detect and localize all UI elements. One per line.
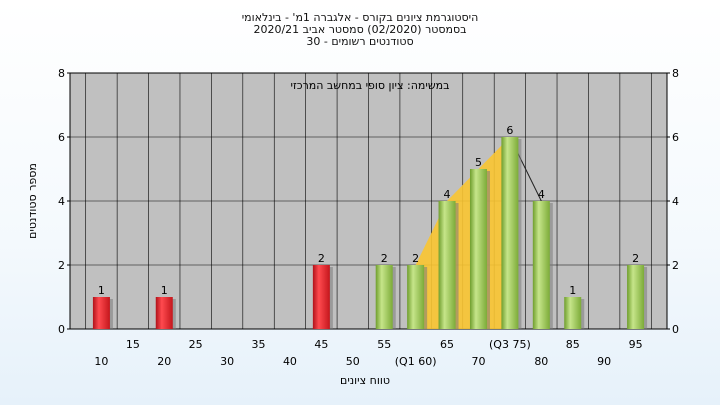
x-tick-label: 50 [346,355,360,368]
bar-85 [564,297,582,329]
x-tick-label: 40 [283,355,297,368]
y-tick-left: 6 [58,131,65,144]
x-tick-label: 10 [94,355,108,368]
x-tick-label: 15 [126,338,140,351]
bar-45 [312,265,330,329]
data-label-70: 5 [475,156,482,169]
data-label-80: 4 [538,188,545,201]
data-label-55: 2 [381,252,388,265]
data-label-65: 4 [444,188,451,201]
y-tick-left: 8 [58,67,65,80]
x-tick-label: 80 [534,355,548,368]
bar-20 [155,297,173,329]
data-label-85: 1 [569,284,576,297]
x-tick-label: (Q3 75) [489,338,531,351]
y-tick-right: 6 [672,131,679,144]
data-label-45: 2 [318,252,325,265]
bar-(Q1 60) [407,265,425,329]
bar-95 [627,265,645,329]
x-tick-label: 30 [220,355,234,368]
x-tick-label: 85 [566,338,580,351]
y-tick-right: 8 [672,67,679,80]
x-axis-title: טווח ציונים [340,374,390,387]
y-tick-left: 2 [58,259,65,272]
chart-annotation: במשימה: ציון סופי במחשב המרכזי [290,79,449,92]
x-tick-label: (Q1 60) [395,355,437,368]
bar-(Q3 75) [501,137,519,329]
chart-subtitle-semester: בסמסטר (02/2020) סמסטר אביב 2020/21 [253,23,467,36]
data-label-10: 1 [98,284,105,297]
bar-10 [92,297,110,329]
y-tick-left: 0 [58,323,65,336]
y-tick-right: 4 [672,195,679,208]
x-tick-label: 35 [252,338,266,351]
x-tick-label: 55 [377,338,391,351]
bar-80 [532,201,550,329]
x-tick-label: 45 [314,338,328,351]
chart-subtitle-students: סטודנטים רשומים - 30 [306,35,414,48]
data-label-20: 1 [161,284,168,297]
x-tick-label: 90 [597,355,611,368]
y-tick-right: 2 [672,259,679,272]
x-tick-label: 65 [440,338,454,351]
x-tick-label: 95 [629,338,643,351]
bar-55 [375,265,393,329]
y-tick-right: 0 [672,323,679,336]
y-tick-left: 4 [58,195,65,208]
data-label-95: 2 [632,252,639,265]
x-tick-label: 25 [189,338,203,351]
x-tick-label: 70 [471,355,485,368]
y-axis-title: מספר סטודנטים [26,163,39,239]
chart-title: היסטוגרמת ציונים בקורס - אלגברה 1מ' - בי… [241,11,479,24]
data-label-(Q1 60): 2 [412,252,419,265]
data-label-(Q3 75): 6 [506,124,513,137]
bar-70 [469,169,487,329]
x-tick-label: 20 [157,355,171,368]
bar-65 [438,201,456,329]
